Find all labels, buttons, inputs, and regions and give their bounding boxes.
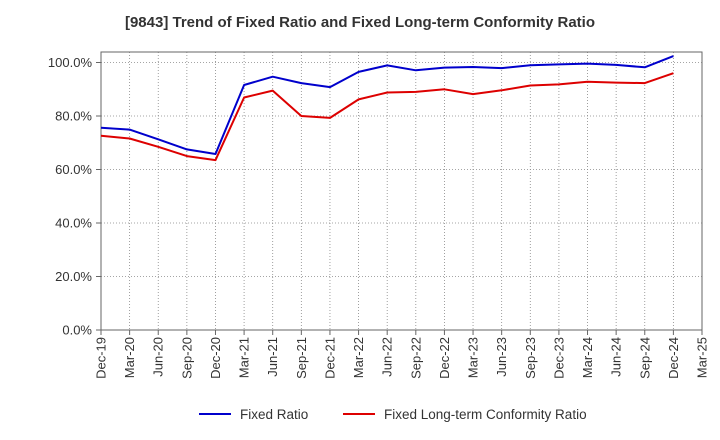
x-tick-label: Mar-24	[580, 337, 595, 378]
series-line-2	[100, 72, 674, 162]
x-tick-label: Jun-20	[151, 337, 166, 377]
x-tick-label: Mar-20	[122, 337, 137, 378]
x-tick-label: Jun-22	[380, 337, 395, 377]
x-tick-label: Dec-22	[437, 337, 452, 379]
x-tick-label: Dec-20	[208, 337, 223, 379]
x-tick-label: Dec-24	[666, 337, 681, 379]
x-tick-label: Jun-21	[265, 337, 280, 377]
x-tick-label: Sep-21	[294, 337, 309, 379]
x-tick-label: Mar-22	[351, 337, 366, 378]
x-tick-label: Mar-21	[237, 337, 252, 378]
x-tick-label: Dec-21	[322, 337, 337, 379]
axes-layer: 0.0% 20.0% 40.0% 60.0% 80.0% 100.0% Dec-19 Mar-…	[48, 51, 710, 379]
grid-layer	[101, 52, 702, 330]
series-line-1	[100, 55, 674, 155]
y-tick-label: 80.0%	[55, 109, 92, 124]
y-tick-label: 0.0%	[62, 323, 92, 338]
x-tick-label: Sep-24	[637, 337, 652, 379]
legend-label-1: Fixed Ratio	[240, 407, 308, 422]
y-tick-label: 100.0%	[48, 55, 93, 70]
chart-title: [9843] Trend of Fixed Ratio and Fixed Lo…	[124, 14, 596, 31]
x-tick-label: Sep-23	[523, 337, 538, 379]
x-tick-label: Dec-23	[551, 337, 566, 379]
x-tick-label: Jun-23	[494, 337, 509, 377]
plot-frame	[100, 51, 703, 331]
x-tick-label: Sep-22	[408, 337, 423, 379]
x-tick-label: Mar-25	[695, 337, 710, 378]
legend-label-2: Fixed Long-term Conformity Ratio	[384, 407, 587, 422]
x-tick-label: Dec-19	[94, 337, 109, 379]
x-tick-label: Mar-23	[466, 337, 481, 378]
x-tick-label: Sep-20	[179, 337, 194, 379]
y-tick-label: 40.0%	[55, 216, 92, 231]
y-tick-label: 60.0%	[55, 162, 92, 177]
legend-layer: Fixed Ratio Fixed Long-term Conformity Ra…	[199, 407, 587, 422]
series-layer	[100, 55, 674, 162]
y-tick-label: 20.0%	[55, 269, 92, 284]
x-tick-label: Jun-24	[609, 337, 624, 377]
